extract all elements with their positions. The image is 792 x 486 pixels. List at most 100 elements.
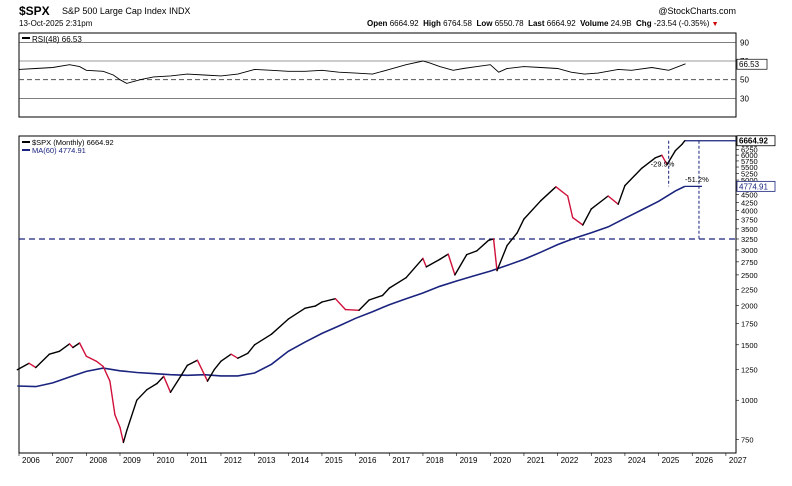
index-name: S&P 500 Large Cap Index INDX — [62, 6, 190, 16]
price-tick-label: 2000 — [741, 301, 758, 310]
x-tick-label: 2013 — [258, 456, 276, 465]
high-value: 6764.58 — [443, 19, 472, 28]
price-tick-label: 4000 — [741, 207, 758, 216]
chart-header: $SPX S&P 500 Large Cap Index INDX @Stock… — [0, 0, 792, 30]
x-tick-label: 2016 — [359, 456, 377, 465]
price-legend-swatch — [22, 141, 30, 143]
price-legend-label: MA(60) 4774.91 — [32, 146, 86, 155]
high-label: High — [423, 19, 441, 28]
price-line-segment — [125, 399, 138, 432]
price-line-segment — [287, 307, 306, 320]
price-line-segment — [334, 298, 347, 311]
price-line-segment — [624, 167, 643, 187]
ticker-symbol: $SPX — [19, 4, 50, 18]
quote-line: Open 6664.92 High 6764.58 Low 6550.78 La… — [367, 19, 719, 28]
price-line-segment — [447, 253, 456, 276]
price-tick-label: 5750 — [741, 157, 758, 166]
price-line-segment — [28, 362, 37, 369]
price-line-segment — [156, 375, 165, 385]
index-name-text: S&P 500 Large Cap Index — [62, 6, 167, 16]
price-tick-label: 5250 — [741, 169, 758, 178]
x-tick-label: 2014 — [291, 456, 309, 465]
price-line-segment — [439, 253, 449, 261]
price-line-segment — [206, 369, 215, 382]
price-line-segment — [230, 353, 239, 359]
price-line-segment — [146, 382, 158, 391]
x-tick-label: 2024 — [628, 456, 646, 465]
price-tick-label: 3500 — [741, 225, 758, 234]
rsi-tick-label: 90 — [740, 38, 749, 47]
price-line-segment — [119, 426, 125, 444]
volume-label: Volume — [580, 19, 609, 28]
price-line-segment — [85, 355, 98, 362]
price-last-value-box — [736, 135, 776, 147]
price-line-segment — [476, 239, 490, 252]
low-value: 6550.78 — [494, 19, 524, 28]
price-line-segment — [114, 414, 121, 429]
price-tick-label: 6250 — [741, 146, 758, 155]
price-line-segment — [48, 350, 61, 355]
price-line-segment — [68, 343, 74, 349]
x-tick-label: 2012 — [224, 456, 242, 465]
price-line-segment — [314, 301, 323, 307]
price-tick-label: 3250 — [741, 235, 758, 244]
price-tick-label: 750 — [741, 436, 754, 445]
price-line-segment — [35, 353, 50, 369]
price-tick-label: 1250 — [741, 366, 758, 375]
x-tick-label: 2017 — [392, 456, 410, 465]
drawdown-label-ma: -29.9% — [651, 160, 675, 169]
price-line-segment — [179, 364, 189, 378]
rsi-line — [18, 60, 686, 84]
price-line-segment — [247, 344, 256, 354]
price-line-segment — [590, 195, 609, 210]
price-line-segment — [381, 287, 390, 297]
x-tick-label: 2019 — [460, 456, 478, 465]
price-line-segment — [617, 184, 626, 205]
price-line-segment — [454, 253, 468, 276]
price-line-segment — [122, 430, 128, 444]
volume-value: 24.9B — [610, 19, 632, 28]
ma60-line — [17, 185, 686, 388]
price-line-segment — [136, 389, 148, 401]
rsi-last-value-box — [736, 58, 768, 70]
x-tick-label: 2025 — [662, 456, 680, 465]
price-line-segment — [492, 238, 498, 272]
rsi-tick-label: 50 — [740, 76, 749, 85]
x-tick-label: 2021 — [527, 456, 545, 465]
price-line-segment — [169, 375, 182, 393]
price-line-segment — [358, 299, 370, 311]
price-line-segment — [270, 318, 289, 335]
price-line-segment — [58, 343, 71, 352]
price-legend-swatch — [22, 149, 30, 151]
price-line-segment — [78, 342, 88, 357]
price-tick-label: 2750 — [741, 258, 758, 267]
x-tick-label: 2026 — [695, 456, 713, 465]
price-line-segment — [72, 342, 81, 349]
price-line-segment — [496, 244, 508, 272]
chg-value: -23.54 (-0.35%) — [653, 19, 710, 28]
price-tick-label: 1750 — [741, 320, 758, 329]
x-tick-label: 2018 — [426, 456, 444, 465]
exchange-label: INDX — [168, 6, 191, 16]
price-tick-label: 3750 — [741, 215, 758, 224]
x-tick-label: 2022 — [561, 456, 579, 465]
price-line-segment — [555, 186, 569, 197]
price-line-segment — [186, 359, 199, 367]
price-line-segment — [641, 157, 656, 170]
price-tick-label: 3000 — [741, 246, 758, 255]
open-value: 6664.92 — [389, 19, 419, 28]
price-last-value-label: 6664.92 — [739, 137, 768, 146]
price-line-segment — [196, 359, 209, 382]
price-line-segment — [523, 199, 542, 220]
price-line-segment — [253, 333, 273, 346]
rsi-panel-frame — [18, 32, 737, 118]
price-line-segment — [506, 232, 518, 247]
x-tick-label: 2008 — [89, 456, 107, 465]
brand-watermark: @StockCharts.com — [658, 6, 736, 16]
drawdown-label-support: -51.2% — [685, 175, 709, 184]
price-line-segment — [681, 139, 686, 145]
last-label: Last — [528, 19, 545, 28]
price-line-segment — [425, 258, 441, 268]
price-line-segment — [220, 353, 232, 362]
